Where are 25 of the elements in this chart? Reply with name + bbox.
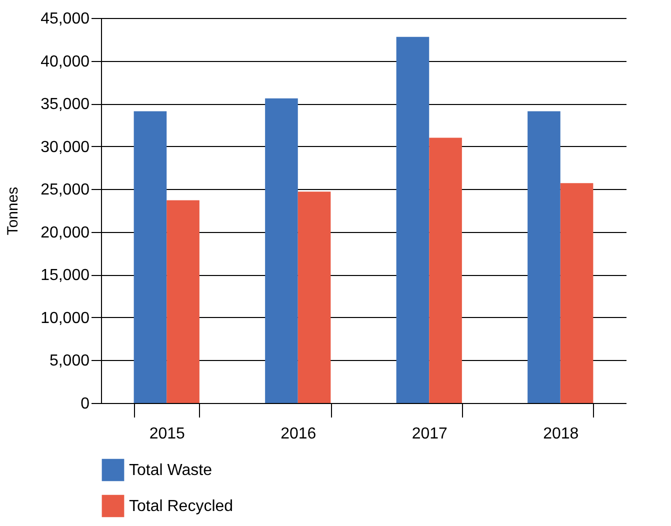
bar (429, 138, 462, 403)
x-tick-label: 2017 (412, 426, 448, 442)
bar (298, 192, 331, 403)
x-tick-label: 2018 (543, 426, 579, 442)
y-tick-label: 5,000 (49, 352, 90, 370)
x-tick-label: 2016 (280, 426, 316, 442)
bar (265, 98, 298, 403)
legend-label: Total Waste (129, 462, 212, 479)
y-tick-label: 15,000 (40, 267, 90, 284)
y-tick-label: 30,000 (40, 138, 90, 156)
y-tick-label: 10,000 (40, 310, 90, 327)
bar (528, 111, 560, 403)
bar (166, 200, 200, 403)
x-tick-label: 2015 (149, 426, 186, 442)
bar (560, 183, 594, 403)
legend-label: Total Recycled (129, 498, 234, 515)
y-tick-label: 25,000 (40, 182, 90, 199)
bar (134, 111, 167, 403)
y-axis-title: Tonnes (4, 186, 22, 236)
y-tick-label: 45,000 (40, 10, 90, 28)
bar (396, 36, 430, 403)
y-tick-label: 0 (80, 396, 90, 412)
y-tick-label: 20,000 (40, 224, 90, 242)
y-tick-label: 35,000 (40, 96, 90, 114)
y-tick-label: 40,000 (40, 53, 90, 70)
